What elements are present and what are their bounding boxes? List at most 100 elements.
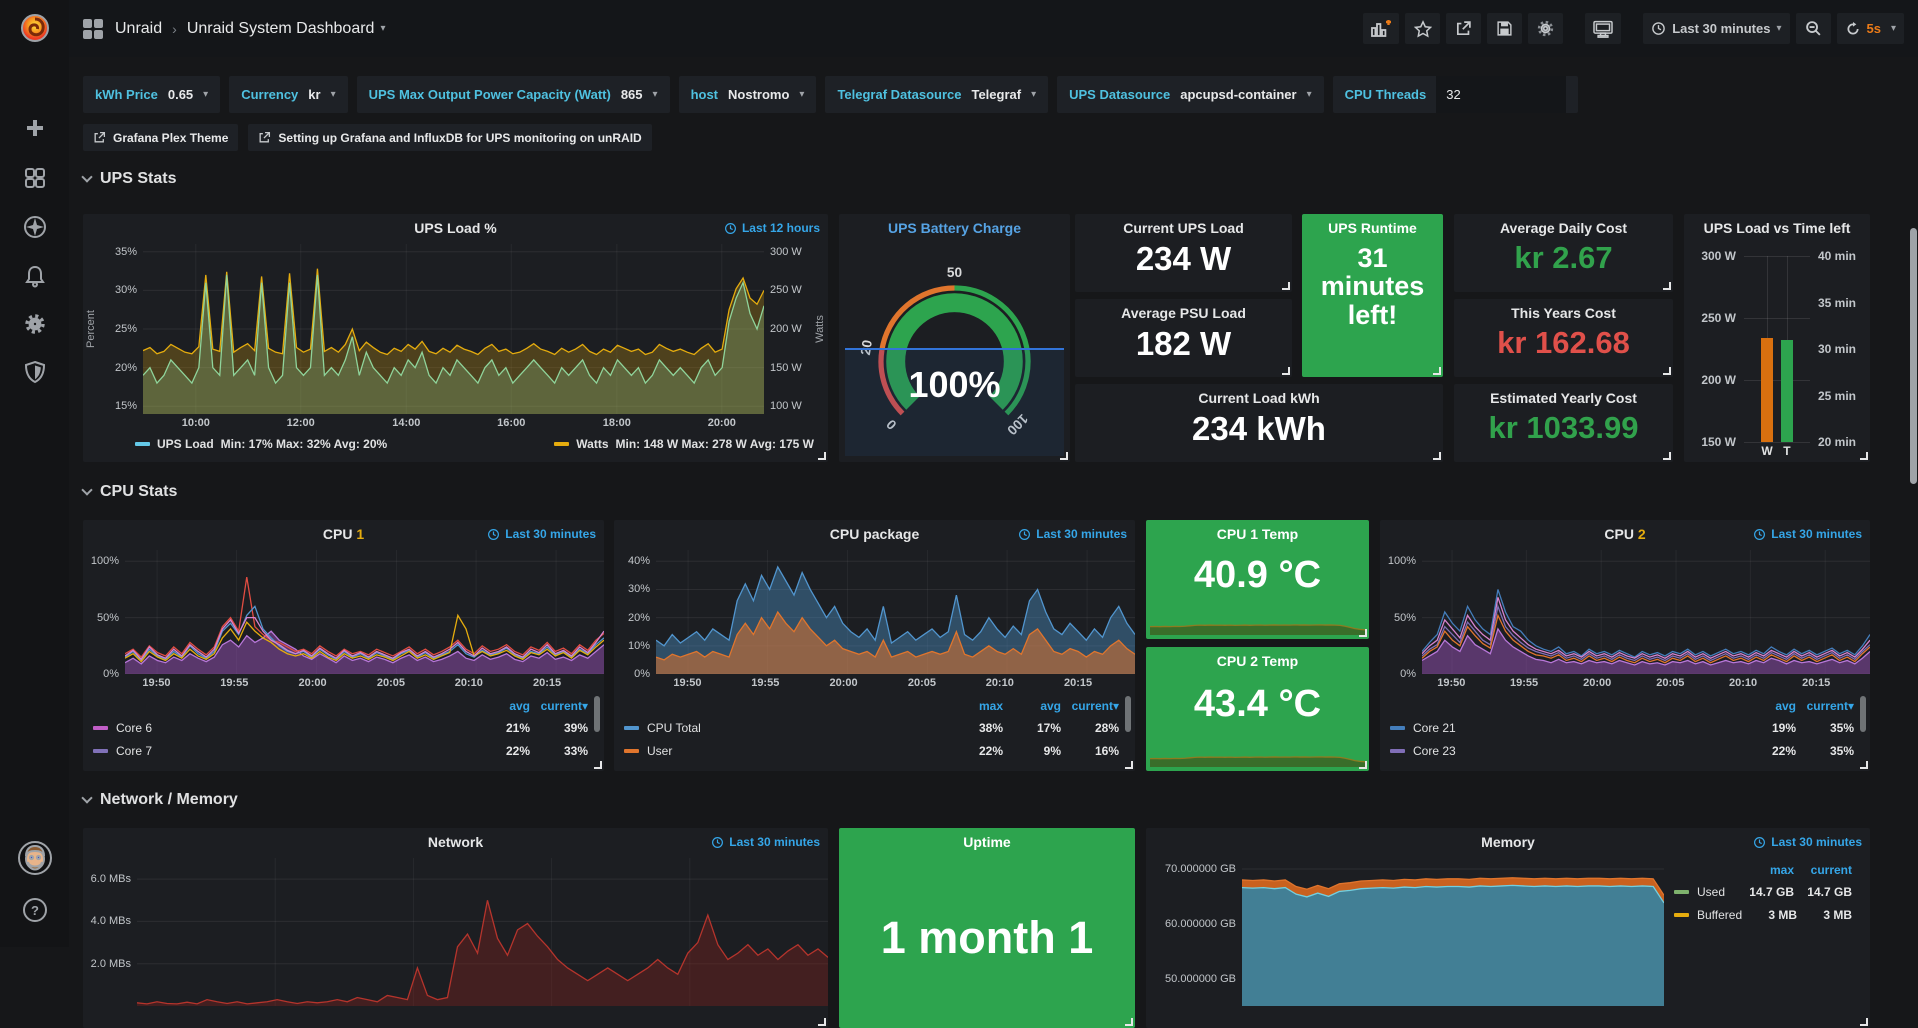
legend-row: Core 2322%35% (1390, 739, 1854, 762)
share-button[interactable] (1446, 13, 1481, 44)
panel-title[interactable]: UPS Runtime (1328, 220, 1417, 236)
legend-col-header[interactable]: max (1736, 863, 1794, 877)
panel-title[interactable]: CPU 1 (323, 526, 364, 542)
variable-value[interactable]: 0.65 (168, 87, 193, 102)
panel-title[interactable]: Average PSU Load (1121, 305, 1246, 321)
panel-title[interactable]: Network (428, 834, 483, 850)
legend: avgcurrent▾Core 621%39%Core 722%33% (83, 694, 604, 762)
zoom-out-button[interactable] (1796, 13, 1831, 44)
cpu2-plot[interactable] (1422, 550, 1870, 674)
refresh-button[interactable]: 5s ▾ (1837, 13, 1905, 44)
legend-col-header[interactable]: avg (472, 699, 530, 713)
legend-col-header[interactable]: current▾ (1061, 699, 1119, 713)
dashboard-link[interactable]: Grafana Plex Theme (83, 124, 238, 151)
panel-title[interactable]: Current Load kWh (1198, 390, 1319, 406)
panel-title[interactable]: Current UPS Load (1123, 220, 1244, 236)
panel-title[interactable]: CPU 2 Temp (1217, 653, 1298, 669)
legend-scrollbar[interactable] (1860, 696, 1866, 732)
cpu-package-plot[interactable] (656, 550, 1135, 674)
add-panel-button[interactable] (1363, 13, 1399, 44)
legend-item[interactable]: WattsMin: 148 W Max: 278 W Avg: 175 W (554, 437, 814, 451)
legend-scrollbar[interactable] (1125, 696, 1131, 732)
variable-pill[interactable]: UPS Max Output Power Capacity (Watt)865▾ (357, 76, 670, 113)
legend-item[interactable]: UPS LoadMin: 17% Max: 32% Avg: 20% (135, 437, 387, 451)
legend-swatch (135, 442, 150, 446)
y-tick: 0% (103, 668, 119, 680)
breadcrumb-root[interactable]: Unraid (115, 20, 162, 38)
legend-swatch (1674, 913, 1689, 917)
variable-pill[interactable]: UPS Datasourceapcupsd-container▾ (1057, 76, 1323, 113)
bar-T[interactable] (1781, 340, 1793, 442)
variable-pill[interactable]: CPU Threads (1333, 76, 1579, 113)
panel-title[interactable]: UPS Load % (414, 220, 496, 236)
memory-plot[interactable] (1242, 858, 1664, 1006)
variable-value[interactable]: 865 (621, 87, 643, 102)
legend-series-name[interactable]: User (624, 744, 945, 758)
panel-title[interactable]: Uptime (963, 834, 1010, 850)
variable-pill[interactable]: kWh Price0.65▾ (83, 76, 220, 113)
panel-title[interactable]: Average Daily Cost (1500, 220, 1627, 236)
panel-title[interactable]: CPU 1 Temp (1217, 526, 1298, 542)
legend-series-name[interactable]: Core 21 (1390, 721, 1738, 735)
dashboards-icon[interactable] (0, 158, 69, 198)
alerting-bell-icon[interactable] (0, 256, 69, 296)
legend-col-header[interactable]: avg (1003, 699, 1061, 713)
legend-col-header[interactable]: current▾ (530, 699, 588, 713)
section-ups-stats[interactable]: UPS Stats (83, 170, 176, 188)
stat-value: kr 2.67 (1454, 242, 1673, 275)
variable-input[interactable] (1436, 76, 1566, 113)
variable-pill[interactable]: Telegraf DatasourceTelegraf▾ (825, 76, 1048, 113)
cycle-view-monitor-icon[interactable] (1585, 13, 1621, 44)
dashboard-link[interactable]: Setting up Grafana and InfluxDB for UPS … (248, 124, 651, 151)
panel-title[interactable]: UPS Load vs Time left (1704, 220, 1851, 236)
x-tick: 20:10 (455, 677, 483, 689)
create-plus-icon[interactable] (0, 108, 69, 148)
legend-col-header[interactable]: max (945, 699, 1003, 713)
explore-compass-icon[interactable] (0, 207, 69, 247)
refresh-caret-icon[interactable]: ▾ (1891, 23, 1896, 34)
time-picker[interactable]: Last 30 minutes ▾ (1643, 13, 1789, 44)
cpu1-plot[interactable] (125, 550, 604, 674)
panel-title[interactable]: This Years Cost (1511, 305, 1616, 321)
network-plot[interactable] (137, 858, 828, 1006)
configuration-gear-icon[interactable] (0, 304, 69, 344)
refresh-interval-label[interactable]: 5s (1867, 21, 1881, 36)
panel-title[interactable]: UPS Battery Charge (888, 220, 1021, 236)
variable-value[interactable]: Nostromo (728, 87, 789, 102)
bar-W[interactable] (1761, 338, 1773, 442)
page-scrollbar[interactable] (1910, 228, 1917, 484)
x-tick: 18:00 (603, 417, 631, 429)
ups-load-plot[interactable] (143, 244, 764, 414)
panel-title[interactable]: CPU package (830, 526, 919, 542)
variable-value[interactable]: Telegraf (971, 87, 1021, 102)
server-admin-shield-icon[interactable] (0, 352, 69, 392)
save-button[interactable] (1487, 13, 1522, 44)
panel-title[interactable]: Memory (1481, 834, 1535, 850)
help-icon[interactable]: ? (0, 890, 69, 930)
legend-col-header[interactable]: current▾ (1796, 699, 1854, 713)
breadcrumb-current[interactable]: Unraid System Dashboard (187, 20, 375, 38)
user-avatar[interactable] (0, 838, 69, 878)
legend-series-name[interactable]: Buffered (1674, 908, 1742, 922)
legend-series-name[interactable]: Core 7 (93, 744, 472, 758)
legend-series-name[interactable]: Core 6 (93, 721, 472, 735)
variable-pill[interactable]: Currencykr▾ (229, 76, 347, 113)
panel-title[interactable]: CPU 2 (1604, 526, 1645, 542)
dashboard-settings-gear-icon[interactable] (1528, 13, 1563, 44)
legend-col-header[interactable]: avg (1738, 699, 1796, 713)
legend-series-name[interactable]: CPU Total (624, 721, 945, 735)
legend-scrollbar[interactable] (594, 696, 600, 732)
legend-col-header[interactable]: current (1794, 863, 1852, 877)
variable-pill[interactable]: hostNostromo▾ (679, 76, 817, 113)
legend-series-name[interactable]: Core 23 (1390, 744, 1738, 758)
panel-title[interactable]: Estimated Yearly Cost (1490, 390, 1637, 406)
x-tick: 20:15 (1064, 677, 1092, 689)
breadcrumb-caret-icon[interactable]: ▾ (380, 23, 385, 34)
variable-value[interactable]: apcupsd-container (1180, 87, 1296, 102)
variable-value[interactable]: kr (308, 87, 320, 102)
star-button[interactable] (1405, 13, 1440, 44)
section-cpu-stats[interactable]: CPU Stats (83, 483, 177, 501)
legend-series-name[interactable]: Used (1674, 885, 1736, 899)
section-network-memory[interactable]: Network / Memory (83, 791, 238, 809)
grafana-logo[interactable] (0, 8, 69, 48)
